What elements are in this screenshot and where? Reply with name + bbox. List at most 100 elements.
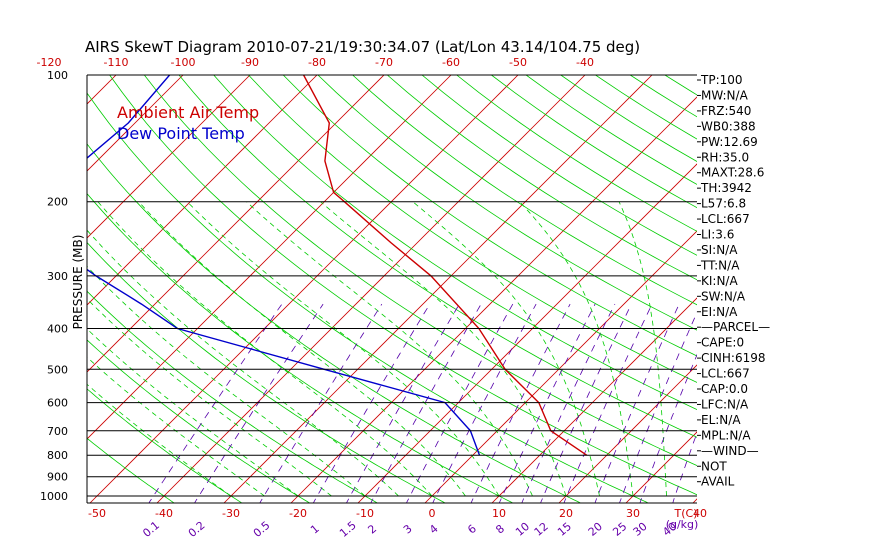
stability-index-entry: LCL:667 <box>701 367 750 381</box>
isotherm-line <box>825 56 870 505</box>
dry-adiabat-line <box>352 75 697 306</box>
stability-index-entry: L57:6.8 <box>701 197 746 211</box>
bottom-temp-tick-label: 40 <box>693 507 707 520</box>
pressure-tick-label: 200 <box>47 196 68 209</box>
dry-adiabat-line <box>804 56 870 505</box>
stability-index-entry: AVAIL <box>701 475 735 489</box>
moist-adiabat-line <box>412 201 600 497</box>
stability-index-entry: CAPE:0 <box>701 336 744 350</box>
mixing-ratio-tick-label: 12 <box>532 520 551 539</box>
dry-adiabat-line <box>87 193 514 503</box>
stability-index-entry: CINH:6198 <box>701 351 766 365</box>
isotherm-line <box>0 56 1 505</box>
dry-adiabat-line <box>87 339 311 503</box>
isotherm-line <box>87 75 318 306</box>
mixing-ratio-tick-label: 4 <box>427 522 441 536</box>
sounding-series <box>87 75 588 456</box>
legend-dewpoint-label: Dew Point Temp <box>117 124 245 143</box>
stability-index-entry: NOT <box>701 459 727 473</box>
dry-adiabat-line <box>456 75 697 232</box>
pressure-tick-label: 500 <box>47 363 68 376</box>
stability-index-entry: SW:N/A <box>701 289 746 303</box>
pressure-tick-label: 600 <box>47 397 68 410</box>
mixing-ratio-tick-label: 6 <box>465 522 479 536</box>
isotherm-line <box>290 96 697 503</box>
stability-index-entry: TP:100 <box>700 73 743 87</box>
dry-adiabat-line <box>109 75 697 496</box>
isotherm-line <box>424 230 697 503</box>
stability-index-entry: PW:12.69 <box>701 135 758 149</box>
stability-index-entry: EL:N/A <box>701 413 741 427</box>
y-axis-label: PRESSURE (MB) <box>71 235 85 330</box>
isotherm-line <box>87 75 184 172</box>
bottom-temp-tick-label: 20 <box>559 507 573 520</box>
dry-adiabat-line <box>87 290 379 503</box>
stability-index-entry: KI:N/A <box>701 274 738 288</box>
stability-index-entry: WB0:388 <box>701 119 756 133</box>
stability-index-entry: —PARCEL— <box>701 320 770 334</box>
isotherm-line <box>87 75 251 239</box>
dry-adiabat-line <box>143 75 697 467</box>
moist-adiabat-line <box>97 201 433 497</box>
dry-adiabat-line <box>213 75 697 411</box>
moist-adiabat-line <box>87 328 299 497</box>
mixing-ratio-line <box>194 303 324 503</box>
isotherm-line <box>558 364 697 503</box>
mixing-ratio-tick-label: 0.2 <box>186 519 208 540</box>
mixing-ratio-tick-label: 1 <box>308 522 322 536</box>
mixing-ratio-line <box>148 303 283 503</box>
top-temp-tick-label: -120 <box>37 56 62 69</box>
pressure-tick-label: 800 <box>47 449 68 462</box>
bottom-temp-tick-label: -20 <box>289 507 307 520</box>
mixing-ratio-tick-label: 8 <box>493 522 507 536</box>
dry-adiabat-line <box>770 56 870 505</box>
top-temp-tick-label: -80 <box>308 56 326 69</box>
stability-index-entry: FRZ:540 <box>701 104 751 118</box>
dry-adiabat-line <box>525 75 697 185</box>
isotherm-line <box>357 163 697 503</box>
stability-index-entry: TT:N/A <box>700 258 740 272</box>
stability-index-entry: LCL:667 <box>701 212 750 226</box>
pressure-tick-label: 700 <box>47 425 68 438</box>
mixing-ratio-line <box>594 303 680 503</box>
dry-adiabat-line <box>737 56 870 505</box>
dry-adiabat-line <box>317 75 697 331</box>
dew-point-temp-line <box>87 75 481 456</box>
dry-adiabat-line <box>669 56 870 505</box>
legend-ambient-label: Ambient Air Temp <box>117 103 259 122</box>
isotherm-line <box>87 75 452 440</box>
isotherm-line <box>491 297 697 503</box>
dry-adiabat-line <box>421 75 697 256</box>
stability-index-entry: LFC:N/A <box>701 397 749 411</box>
moist-adiabat-line <box>618 201 667 496</box>
mixing-ratio-tick-label: 0.1 <box>140 519 162 540</box>
moist-adiabat-line <box>320 201 567 497</box>
ambient-air-temp-line <box>302 75 588 456</box>
top-temp-tick-label: -90 <box>241 56 259 69</box>
moist-adiabat-line <box>246 201 533 497</box>
top-temp-tick-label: -50 <box>509 56 527 69</box>
mixing-ratio-line <box>563 303 653 503</box>
mixing-ratio-line <box>312 303 431 503</box>
temp-unit-label: T(C) <box>674 507 698 520</box>
isotherm-line <box>156 75 586 503</box>
isotherm-line <box>89 75 519 503</box>
mixing-ratio-tick-label: 0.5 <box>251 519 273 540</box>
stability-index-entry: TH:3942 <box>700 181 752 195</box>
dry-adiabat-line <box>178 75 697 438</box>
top-temp-tick-label: -100 <box>171 56 196 69</box>
dry-adiabat-line <box>282 75 697 357</box>
top-temp-tick-label: -110 <box>104 56 129 69</box>
stability-index-entry: RH:35.0 <box>701 150 749 164</box>
mixing-ratio-line <box>619 311 697 503</box>
mixing-ratio-tick-label: 30 <box>631 520 650 539</box>
isotherm-line <box>758 56 870 505</box>
dry-adiabat-line <box>87 437 175 503</box>
stability-index-entry: —WIND— <box>701 444 759 458</box>
pressure-tick-label: 400 <box>47 322 68 335</box>
mixing-ratio-line <box>259 303 383 503</box>
mixing-ratio-line <box>498 303 596 503</box>
moist-adiabat-line <box>87 229 399 497</box>
mixing-ratio-tick-label: 2 <box>365 522 379 536</box>
